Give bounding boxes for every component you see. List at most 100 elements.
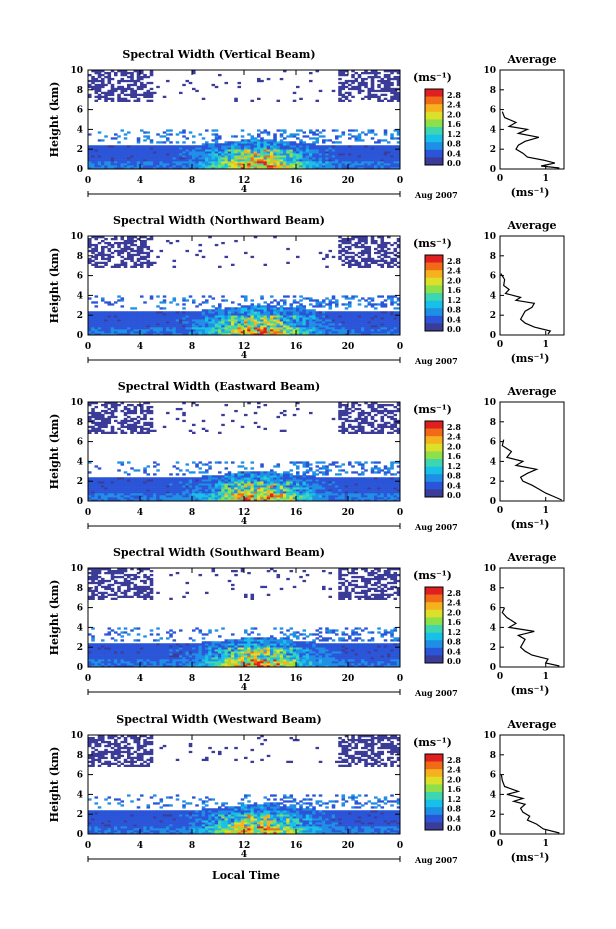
heatmap-cell xyxy=(114,483,118,486)
heatmap-cell xyxy=(214,141,219,144)
heatmap-cell xyxy=(149,321,154,324)
heatmap-cell xyxy=(179,483,183,486)
heatmap-cell xyxy=(97,167,102,169)
heatmap-cell xyxy=(315,99,320,102)
heatmap-cell xyxy=(357,163,362,166)
heatmap-cell xyxy=(309,467,313,470)
heatmap-cell xyxy=(156,295,160,298)
heatmap-cell xyxy=(136,161,141,164)
heatmap-cell xyxy=(169,133,173,136)
heatmap-cell xyxy=(192,423,196,427)
heatmap-cell xyxy=(107,241,112,245)
heatmap-cell xyxy=(120,236,125,239)
heatmap-cell xyxy=(383,151,388,154)
heatmap-cell xyxy=(136,491,141,494)
heatmap-cell xyxy=(110,497,115,500)
heatmap-cell xyxy=(185,159,190,162)
heatmap-cell xyxy=(377,315,381,318)
heatmap-cell xyxy=(318,311,323,314)
heatmap-cell xyxy=(97,87,102,91)
heatmap-cell xyxy=(97,329,102,332)
heatmap-cell xyxy=(205,487,209,490)
heatmap-cell xyxy=(123,241,128,245)
heatmap-cell xyxy=(357,237,362,241)
heatmap-cell xyxy=(182,153,186,156)
heatmap-cell xyxy=(396,91,400,95)
heatmap-cell xyxy=(302,147,307,150)
heatmap-cell xyxy=(231,263,235,266)
heatmap-cell xyxy=(133,425,138,429)
heatmap-cell xyxy=(253,145,258,148)
heatmap-cell xyxy=(110,429,115,432)
heatmap-cell xyxy=(208,167,212,169)
heatmap-cell xyxy=(214,315,219,318)
heatmap-cell xyxy=(247,133,251,136)
heatmap-cell xyxy=(146,157,151,160)
heatmap-cell xyxy=(283,481,287,484)
heatmap-cell xyxy=(393,319,398,322)
heatmap-cell xyxy=(247,317,251,320)
heatmap-cell xyxy=(315,469,320,472)
heatmap-cell xyxy=(237,309,242,312)
heatmap-cell xyxy=(175,303,180,306)
heatmap-cell xyxy=(117,81,121,85)
heatmap-cell xyxy=(130,255,134,259)
heatmap-cell xyxy=(240,493,245,496)
heatmap-cell xyxy=(127,237,131,241)
heatmap-cell xyxy=(234,315,238,318)
heatmap-cell xyxy=(221,485,225,488)
heatmap-cell xyxy=(88,241,92,245)
heatmap-cell xyxy=(237,485,242,488)
heatmap-cell xyxy=(140,427,144,431)
heatmap-cell xyxy=(393,93,398,97)
heatmap-cell xyxy=(224,255,229,259)
heatmap-cell xyxy=(133,165,138,168)
heatmap-cell xyxy=(198,145,203,148)
heatmap-cell xyxy=(335,141,339,144)
heatmap-cell xyxy=(136,323,141,326)
heatmap-cell xyxy=(91,497,95,500)
heatmap-cell xyxy=(107,402,112,405)
heatmap-cell xyxy=(130,423,134,427)
heatmap-cell xyxy=(159,163,164,166)
heatmap-cell xyxy=(218,137,222,140)
heatmap-cell xyxy=(110,87,115,91)
heatmap-cell xyxy=(185,153,190,156)
heatmap-cell xyxy=(114,333,118,335)
heatmap-cell xyxy=(299,303,303,306)
heatmap-cell xyxy=(273,149,277,152)
heatmap-cell xyxy=(315,167,320,169)
heatmap-cell xyxy=(348,163,352,166)
y-tick-label: 2 xyxy=(77,145,83,155)
heatmap-cell xyxy=(162,333,167,335)
heatmap-cell xyxy=(120,261,125,265)
heatmap-cell xyxy=(250,311,255,314)
heatmap-cell xyxy=(263,327,268,330)
heatmap-cell xyxy=(107,491,112,494)
heatmap-cell xyxy=(318,313,323,316)
heatmap-cell xyxy=(383,157,388,160)
heatmap-cell xyxy=(253,489,258,492)
heatmap-cell xyxy=(136,321,141,324)
heatmap-cell xyxy=(253,143,258,146)
heatmap-cell xyxy=(179,469,183,472)
heatmap-cell xyxy=(133,333,138,335)
heatmap-cell xyxy=(244,497,248,500)
heatmap-cell xyxy=(231,311,235,314)
heatmap-cell xyxy=(257,321,261,324)
heatmap-cell xyxy=(247,313,251,316)
heatmap-cell xyxy=(211,159,216,162)
heatmap-cell xyxy=(182,479,186,482)
heatmap-cell xyxy=(383,153,388,156)
heatmap-cell xyxy=(354,161,359,164)
heatmap-cell xyxy=(117,487,121,490)
heatmap-cell xyxy=(318,163,323,166)
heatmap-cell xyxy=(231,477,235,480)
heatmap-cell xyxy=(146,155,151,158)
heatmap-cell xyxy=(208,159,212,162)
heatmap-cell xyxy=(169,479,173,482)
heatmap-cell xyxy=(117,329,121,332)
heatmap-cell xyxy=(130,161,134,164)
heatmap-cell xyxy=(374,71,378,75)
heatmap-cell xyxy=(279,153,284,156)
